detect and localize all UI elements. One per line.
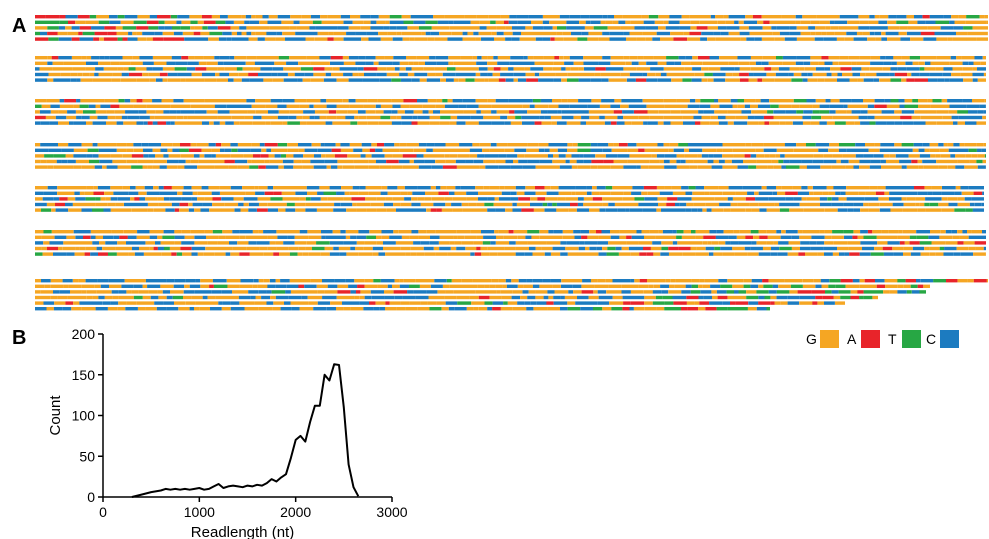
sequence-read	[35, 121, 986, 125]
legend-label: A	[847, 331, 857, 347]
legend-swatch	[820, 330, 839, 348]
legend-label: C	[926, 331, 936, 347]
sequence-read	[35, 208, 984, 212]
legend-item-a: A	[847, 330, 880, 348]
legend-label: T	[888, 331, 897, 347]
legend-swatch	[940, 330, 959, 348]
sequence-read	[35, 110, 986, 114]
sequence-read	[35, 235, 986, 239]
sequence-read	[35, 252, 986, 256]
sequence-read	[35, 20, 988, 24]
sequence-read	[35, 165, 986, 169]
count-series-line	[131, 363, 360, 498]
x-axis-title: Readlength (nt)	[191, 524, 294, 539]
legend-item-g: G	[806, 330, 839, 348]
legend-swatch	[902, 330, 921, 348]
sequence-read	[35, 295, 878, 300]
sequence-read	[35, 37, 988, 41]
legend-label: G	[806, 331, 817, 347]
y-axis-ticks: 0 50 100 150 200	[72, 326, 103, 505]
sequence-read	[35, 284, 930, 288]
panel-label-b: B	[12, 327, 26, 349]
sequence-read	[35, 15, 988, 19]
y-tick-label: 50	[79, 448, 95, 464]
sequence-read-panel	[35, 15, 988, 311]
sequence-read	[35, 301, 845, 305]
sequence-read	[35, 143, 986, 147]
sequence-read	[35, 104, 986, 108]
y-tick-label: 200	[72, 326, 96, 342]
x-tick-label: 0	[99, 504, 107, 520]
sequence-read	[35, 230, 986, 234]
sequence-read	[35, 67, 986, 71]
legend-swatch	[861, 330, 880, 348]
readlength-chart: 0 50 100 150 200 0 1000 2000 3000 Count Readlen…	[47, 326, 408, 539]
sequence-read	[35, 99, 986, 103]
sequence-read	[35, 148, 986, 152]
panel-label-a: A	[12, 15, 26, 37]
sequence-read	[35, 26, 988, 30]
y-tick-label: 100	[72, 408, 96, 424]
sequence-read	[35, 197, 984, 201]
sequence-read	[35, 159, 986, 164]
sequence-read	[35, 241, 986, 245]
legend-item-c: C	[926, 330, 959, 348]
x-tick-label: 1000	[184, 504, 215, 520]
sequence-read	[35, 31, 988, 36]
y-tick-label: 0	[87, 489, 95, 505]
sequence-read	[35, 290, 926, 294]
x-tick-label: 2000	[280, 504, 311, 520]
sequence-read	[35, 154, 986, 158]
sequence-read	[35, 246, 986, 251]
sequence-read	[35, 202, 984, 207]
x-axis-ticks: 0 1000 2000 3000	[99, 497, 408, 520]
sequence-read	[35, 307, 770, 311]
sequence-read	[35, 115, 986, 120]
sequence-read	[35, 279, 988, 283]
sequence-read	[35, 61, 986, 65]
legend-item-t: T	[888, 330, 921, 348]
sequence-read	[35, 78, 986, 82]
sequence-read	[35, 186, 984, 190]
y-axis-title: Count	[47, 395, 64, 436]
sequence-read	[35, 191, 984, 195]
sequence-read	[35, 72, 986, 77]
x-tick-label: 3000	[376, 504, 407, 520]
y-tick-label: 150	[72, 367, 96, 383]
sequence-read	[35, 56, 986, 60]
